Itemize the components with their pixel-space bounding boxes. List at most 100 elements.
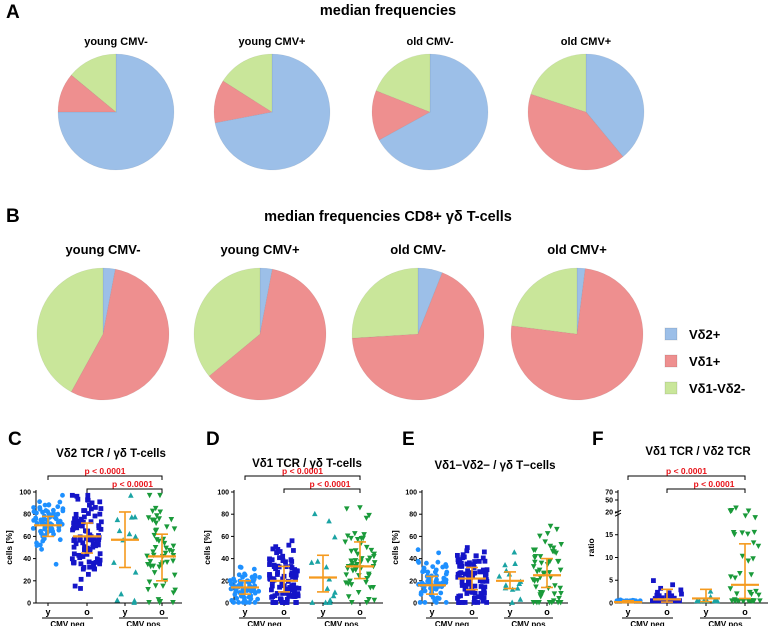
panel-d-point-1-78 bbox=[292, 587, 297, 592]
panel-c-ytick-label-5: 100 bbox=[19, 490, 31, 497]
panel-d-point-1-52 bbox=[280, 576, 286, 582]
panel-c-point-1-86 bbox=[69, 556, 75, 562]
panel-d-point-0-65 bbox=[255, 596, 261, 602]
panel-c-point-3-35 bbox=[170, 558, 176, 564]
panel-c-point-3-20 bbox=[163, 545, 169, 551]
panel-c-point-3-33 bbox=[147, 563, 154, 570]
panel-e-group-label-1: CMV pos bbox=[511, 620, 546, 626]
panel-c-point-0-45 bbox=[57, 499, 63, 505]
panel-f-point-3-18 bbox=[748, 572, 755, 578]
pie-slice-b-3-2 bbox=[511, 267, 578, 335]
panel-d-ylabel: cells [%] bbox=[202, 530, 212, 565]
panel-c-point-3-28 bbox=[152, 544, 159, 551]
panel-c-point-3-45 bbox=[146, 492, 153, 499]
panel-d-point-1-83 bbox=[279, 580, 285, 586]
panel-f-point-1-0 bbox=[679, 591, 684, 597]
panel-c-point-3-37 bbox=[153, 520, 159, 526]
panel-c-point-1-71 bbox=[94, 556, 100, 562]
panel-c-point-0-49 bbox=[57, 537, 63, 543]
panel-f-point-3-39 bbox=[731, 597, 738, 603]
panel-e-point-0-24 bbox=[433, 567, 439, 573]
panel-f-point-3-43 bbox=[731, 532, 738, 538]
pie-slice-b-1-2 bbox=[193, 267, 261, 377]
panel-letter-B: B bbox=[6, 206, 20, 227]
panel-f-ytick-label-5: 50 bbox=[605, 497, 613, 504]
panel-c-point-1-11 bbox=[72, 518, 78, 524]
panel-c-point-1-49 bbox=[93, 543, 98, 549]
panel-f-point-3-2 bbox=[742, 513, 749, 519]
panel-d-pvalue-1: p < 0.0001 bbox=[310, 479, 351, 489]
panel-c-ytick-label-3: 60 bbox=[23, 534, 31, 541]
panel-c-point-1-96 bbox=[95, 538, 101, 543]
panel-d-point-3-32 bbox=[361, 532, 367, 538]
panel-e-point-1-49 bbox=[464, 548, 470, 554]
panel-d-point-3-6 bbox=[354, 551, 361, 557]
panel-c-point-3-13 bbox=[166, 547, 173, 554]
panel-f-point-3-24 bbox=[748, 591, 755, 598]
panel-f-xcat-2: y bbox=[703, 607, 708, 617]
panel-c-point-1-74 bbox=[77, 537, 83, 543]
panel-e-point-0-8 bbox=[422, 588, 428, 594]
panel-c-point-1-68 bbox=[85, 492, 91, 498]
panel-e-point-0-68 bbox=[443, 600, 449, 605]
panel-e-point-1-47 bbox=[464, 545, 470, 550]
panel-c-point-1-69 bbox=[69, 492, 75, 498]
panel-c-point-1-54 bbox=[73, 511, 79, 517]
panel-letter-F: F bbox=[592, 429, 604, 450]
panel-d-point-0-34 bbox=[227, 578, 233, 583]
panel-f-group-label-0: CMV neg bbox=[630, 620, 664, 626]
panel-e-point-1-46 bbox=[472, 570, 478, 576]
panel-d-point-1-33 bbox=[277, 555, 282, 561]
panel-d-xcat-1: o bbox=[281, 607, 287, 617]
panel-e-point-1-67 bbox=[462, 571, 468, 577]
panel-c-point-1-21 bbox=[80, 519, 86, 525]
panel-e-point-2-8 bbox=[503, 582, 509, 588]
pie-label-a-2: old CMV- bbox=[406, 36, 453, 48]
panel-e-point-1-77 bbox=[455, 557, 461, 562]
panel-d-point-1-96 bbox=[289, 583, 295, 589]
panel-e-point-2-4 bbox=[512, 560, 518, 566]
panel-f-point-3-37 bbox=[755, 592, 762, 598]
panel-c-xcat-3: o bbox=[159, 607, 165, 617]
panel-e-point-0-58 bbox=[430, 595, 436, 600]
panel-c-point-1-46 bbox=[84, 551, 90, 557]
panel-e-point-0-69 bbox=[438, 590, 444, 596]
panel-d-point-3-2 bbox=[371, 597, 378, 604]
panel-e-ytick-label-2: 40 bbox=[409, 556, 417, 563]
panel-c-point-1-80 bbox=[96, 525, 102, 531]
panel-e-point-1-82 bbox=[472, 583, 478, 589]
panel-c-point-1-33 bbox=[78, 516, 84, 522]
panel-e-point-1-36 bbox=[466, 581, 472, 587]
panel-f-point-1-28 bbox=[666, 590, 672, 596]
panel-c-series-3 bbox=[144, 492, 178, 606]
panel-c-point-1-85 bbox=[72, 583, 78, 589]
panel-e-point-2-9 bbox=[509, 599, 515, 605]
panel-e-point-1-58 bbox=[455, 571, 461, 577]
panel-d-point-1-75 bbox=[293, 572, 299, 578]
panel-c-point-3-0 bbox=[162, 550, 169, 557]
panel-e-point-1-24 bbox=[462, 586, 468, 592]
panel-e-point-3-26 bbox=[555, 600, 561, 606]
panel-f-point-3-22 bbox=[739, 553, 746, 559]
panel-d-point-3-11 bbox=[363, 544, 370, 551]
panel-c-point-1-23 bbox=[97, 511, 103, 517]
panel-e-point-3-22 bbox=[538, 560, 545, 566]
panel-e-point-1-69 bbox=[484, 600, 490, 605]
panel-c-point-0-64 bbox=[60, 492, 65, 498]
legend-swatch-1 bbox=[664, 354, 678, 368]
panel-c-point-1-90 bbox=[78, 561, 84, 567]
panel-e-point-3-33 bbox=[552, 583, 558, 589]
panel-c-xcat-1: o bbox=[84, 607, 90, 617]
panel-f-point-1-5 bbox=[671, 595, 677, 601]
panel-d-point-1-43 bbox=[275, 569, 280, 575]
legend-label-0: Vδ2+ bbox=[689, 327, 721, 342]
legend-label-1: Vδ1+ bbox=[689, 354, 721, 369]
panel-d-point-1-59 bbox=[280, 553, 286, 559]
panel-c-point-3-18 bbox=[147, 559, 154, 565]
pie-label-b-0: young CMV- bbox=[65, 242, 140, 257]
panel-f-ytick-label-3: 15 bbox=[605, 532, 613, 539]
panel-d-bracket-0 bbox=[244, 475, 361, 480]
panel-f-point-1-16 bbox=[651, 578, 656, 583]
panel-e-point-0-62 bbox=[421, 565, 427, 571]
panel-f-point-3-42 bbox=[727, 586, 734, 592]
